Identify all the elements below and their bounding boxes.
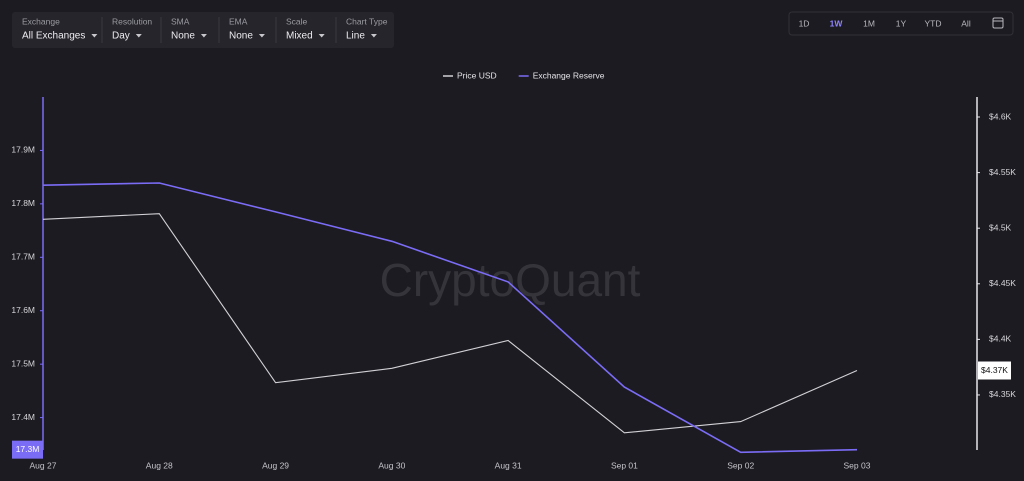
filter-value[interactable]: None bbox=[171, 31, 195, 42]
y-tick-label: 17.7M bbox=[11, 252, 35, 262]
filter-value[interactable]: None bbox=[229, 31, 253, 42]
filter-label: SMA bbox=[171, 16, 190, 26]
range-button[interactable]: 1D bbox=[799, 18, 810, 28]
current-value-box bbox=[12, 440, 43, 459]
series-line bbox=[42, 182, 858, 454]
dropdown-caret bbox=[200, 34, 207, 38]
y2-tick-label: $4.35K bbox=[989, 389, 1016, 399]
dropdown-caret bbox=[135, 34, 142, 38]
y-tick-label: 17.6M bbox=[11, 305, 35, 315]
toolbar-panel bbox=[12, 12, 394, 48]
filter-label: Scale bbox=[286, 16, 308, 26]
series-line bbox=[42, 213, 858, 434]
range-button[interactable]: All bbox=[961, 18, 971, 28]
filter-label: Exchange bbox=[22, 16, 60, 26]
range-button[interactable]: 1W bbox=[830, 18, 844, 28]
dropdown-caret bbox=[318, 34, 325, 38]
y2-tick-label: $4.55K bbox=[989, 167, 1016, 177]
filter-value[interactable]: All Exchanges bbox=[22, 31, 85, 42]
filter-value[interactable]: Day bbox=[112, 31, 130, 42]
y-tick-label: 17.4M bbox=[11, 412, 35, 422]
filter-value[interactable]: Line bbox=[346, 31, 365, 42]
filter-value[interactable]: Mixed bbox=[286, 31, 313, 42]
legend-label: Price USD bbox=[457, 70, 497, 80]
y2-tick-label: $4.6K bbox=[989, 111, 1012, 121]
x-tick-label: Sep 02 bbox=[727, 460, 754, 470]
x-tick-label: Aug 31 bbox=[495, 460, 522, 470]
y2-tick-label: $4.45K bbox=[989, 278, 1016, 288]
dropdown-caret bbox=[91, 34, 98, 38]
calendar-icon[interactable] bbox=[992, 17, 1004, 29]
x-tick-label: Aug 30 bbox=[378, 460, 405, 470]
dropdown-caret bbox=[370, 34, 377, 38]
y2-tick-label: $4.5K bbox=[989, 222, 1012, 232]
y-tick-label: 17.8M bbox=[11, 198, 35, 208]
watermark: CryptoQuant bbox=[380, 254, 641, 306]
dropdown-caret bbox=[258, 34, 265, 38]
filter-label: EMA bbox=[229, 16, 248, 26]
y-tick-label: 17.5M bbox=[11, 358, 35, 368]
range-panel bbox=[788, 11, 1014, 36]
x-tick-label: Aug 28 bbox=[146, 460, 173, 470]
x-tick-label: Aug 29 bbox=[262, 460, 289, 470]
filter-label: Resolution bbox=[112, 16, 152, 26]
x-tick-label: Sep 03 bbox=[844, 460, 871, 470]
current-value-label: 17.3M bbox=[16, 444, 40, 454]
x-tick-label: Aug 27 bbox=[30, 460, 57, 470]
current-value-box bbox=[978, 361, 1011, 380]
y-tick-label: 17.9M bbox=[11, 145, 35, 155]
range-button[interactable]: 1Y bbox=[896, 18, 907, 28]
filter-label: Chart Type bbox=[346, 16, 388, 26]
y2-tick-label: $4.4K bbox=[989, 334, 1012, 344]
range-button[interactable]: YTD bbox=[925, 18, 942, 28]
x-tick-label: Sep 01 bbox=[611, 460, 638, 470]
range-button[interactable]: 1M bbox=[863, 18, 875, 28]
legend-label: Exchange Reserve bbox=[533, 70, 605, 80]
current-value-label: $4.37K bbox=[981, 365, 1008, 375]
